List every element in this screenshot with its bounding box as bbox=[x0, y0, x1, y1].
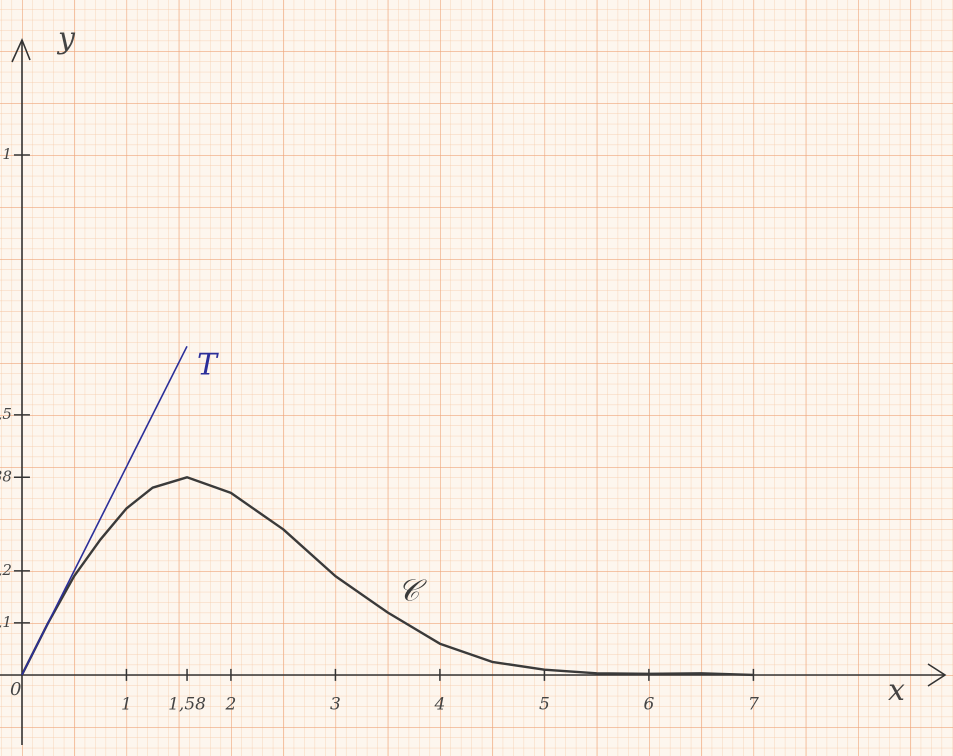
y-tick-label: 1 bbox=[2, 145, 12, 163]
y-tick-label: 0,38 bbox=[0, 467, 12, 485]
x-tick-label: 5 bbox=[539, 694, 550, 714]
x-tick-label: 7 bbox=[748, 694, 759, 714]
graph-paper: y x 0 11,582345670,10,20,380,51𝒞T bbox=[0, 0, 953, 756]
y-tick-label: 0,5 bbox=[0, 405, 12, 423]
x-axis-label: x bbox=[888, 673, 905, 708]
x-tick-label: 6 bbox=[644, 694, 655, 714]
series-label: T bbox=[197, 347, 219, 382]
x-tick-label: 4 bbox=[434, 694, 446, 714]
y-tick-label: 0,1 bbox=[0, 613, 12, 631]
y-tick-label: 0,2 bbox=[0, 561, 12, 579]
x-tick-label: 1 bbox=[121, 694, 132, 714]
y-axis-label: y bbox=[56, 21, 76, 56]
x-tick-label: 2 bbox=[225, 694, 237, 714]
x-tick-label: 3 bbox=[330, 694, 341, 714]
x-tick-label: 1,58 bbox=[168, 694, 206, 714]
major-grid bbox=[0, 0, 953, 756]
origin-label: 0 bbox=[10, 679, 21, 700]
